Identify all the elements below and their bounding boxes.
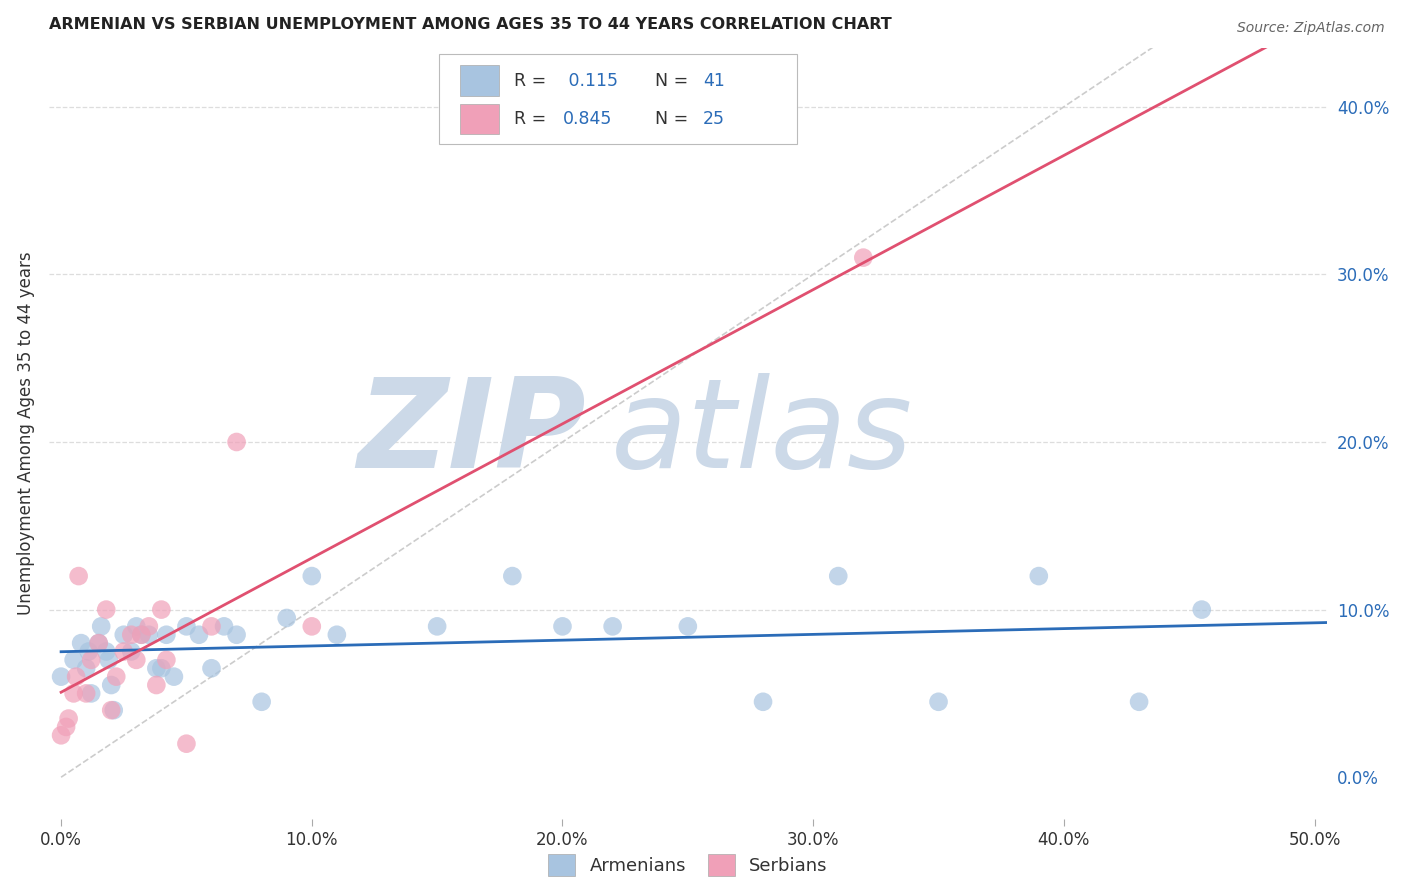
Text: N =: N =: [655, 71, 688, 90]
Text: R =: R =: [515, 71, 546, 90]
Legend: Armenians, Serbians: Armenians, Serbians: [541, 847, 835, 883]
Point: [100, 678, 122, 692]
Point: [131, 628, 153, 642]
Point: [145, 661, 167, 675]
Text: 0.115: 0.115: [562, 71, 617, 90]
Point: [200, 619, 222, 633]
Text: ZIP: ZIP: [357, 373, 585, 494]
Point: [75, 686, 97, 700]
Text: 41: 41: [703, 71, 725, 90]
Point: [138, 628, 160, 642]
Text: N =: N =: [655, 110, 688, 128]
Point: [326, 628, 349, 642]
Point: [301, 619, 323, 633]
Point: [49, 670, 72, 684]
Text: ARMENIAN VS SERBIAN UNEMPLOYMENT AMONG AGES 35 TO 44 YEARS CORRELATION CHART: ARMENIAN VS SERBIAN UNEMPLOYMENT AMONG A…: [49, 17, 891, 32]
Point: [125, 619, 148, 633]
Point: [80, 686, 103, 700]
Point: [426, 619, 449, 633]
Point: [176, 619, 198, 633]
Point: [131, 628, 153, 642]
Point: [150, 661, 173, 675]
Point: [1191, 602, 1213, 616]
Point: [928, 695, 950, 709]
Text: Source: ZipAtlas.com: Source: ZipAtlas.com: [1237, 21, 1385, 35]
Point: [77, 644, 100, 658]
FancyBboxPatch shape: [439, 54, 797, 145]
Point: [145, 678, 167, 692]
Text: 25: 25: [703, 110, 725, 128]
Point: [49, 728, 72, 742]
Point: [105, 670, 128, 684]
Point: [225, 435, 247, 450]
Point: [212, 619, 235, 633]
Point: [62, 686, 84, 700]
Point: [188, 628, 211, 642]
Point: [80, 653, 103, 667]
Point: [87, 636, 110, 650]
FancyBboxPatch shape: [460, 65, 499, 96]
Point: [602, 619, 624, 633]
Point: [87, 636, 110, 650]
Point: [58, 712, 80, 726]
Point: [96, 602, 118, 616]
Point: [112, 628, 135, 642]
Point: [852, 251, 875, 265]
Point: [501, 569, 523, 583]
Point: [67, 569, 90, 583]
Point: [62, 653, 84, 667]
Point: [120, 628, 142, 642]
Text: R =: R =: [515, 110, 546, 128]
Point: [250, 695, 273, 709]
Point: [150, 602, 173, 616]
Text: atlas: atlas: [612, 373, 914, 494]
Point: [138, 619, 160, 633]
Point: [176, 737, 198, 751]
Point: [827, 569, 849, 583]
Point: [97, 653, 120, 667]
Point: [163, 670, 186, 684]
FancyBboxPatch shape: [460, 103, 499, 135]
Point: [90, 619, 112, 633]
Point: [120, 644, 142, 658]
Point: [96, 644, 118, 658]
Point: [125, 653, 148, 667]
Point: [112, 644, 135, 658]
Point: [200, 661, 222, 675]
Point: [55, 720, 77, 734]
Point: [676, 619, 699, 633]
Y-axis label: Unemployment Among Ages 35 to 44 years: Unemployment Among Ages 35 to 44 years: [17, 252, 35, 615]
Point: [65, 670, 87, 684]
Point: [155, 628, 177, 642]
Point: [1128, 695, 1150, 709]
Point: [100, 703, 122, 717]
Point: [70, 636, 93, 650]
Point: [155, 653, 177, 667]
Point: [75, 661, 97, 675]
Point: [752, 695, 775, 709]
Point: [225, 628, 247, 642]
Point: [551, 619, 574, 633]
Point: [103, 703, 125, 717]
Point: [1028, 569, 1050, 583]
Text: 0.845: 0.845: [562, 110, 612, 128]
Point: [301, 569, 323, 583]
Point: [276, 611, 298, 625]
